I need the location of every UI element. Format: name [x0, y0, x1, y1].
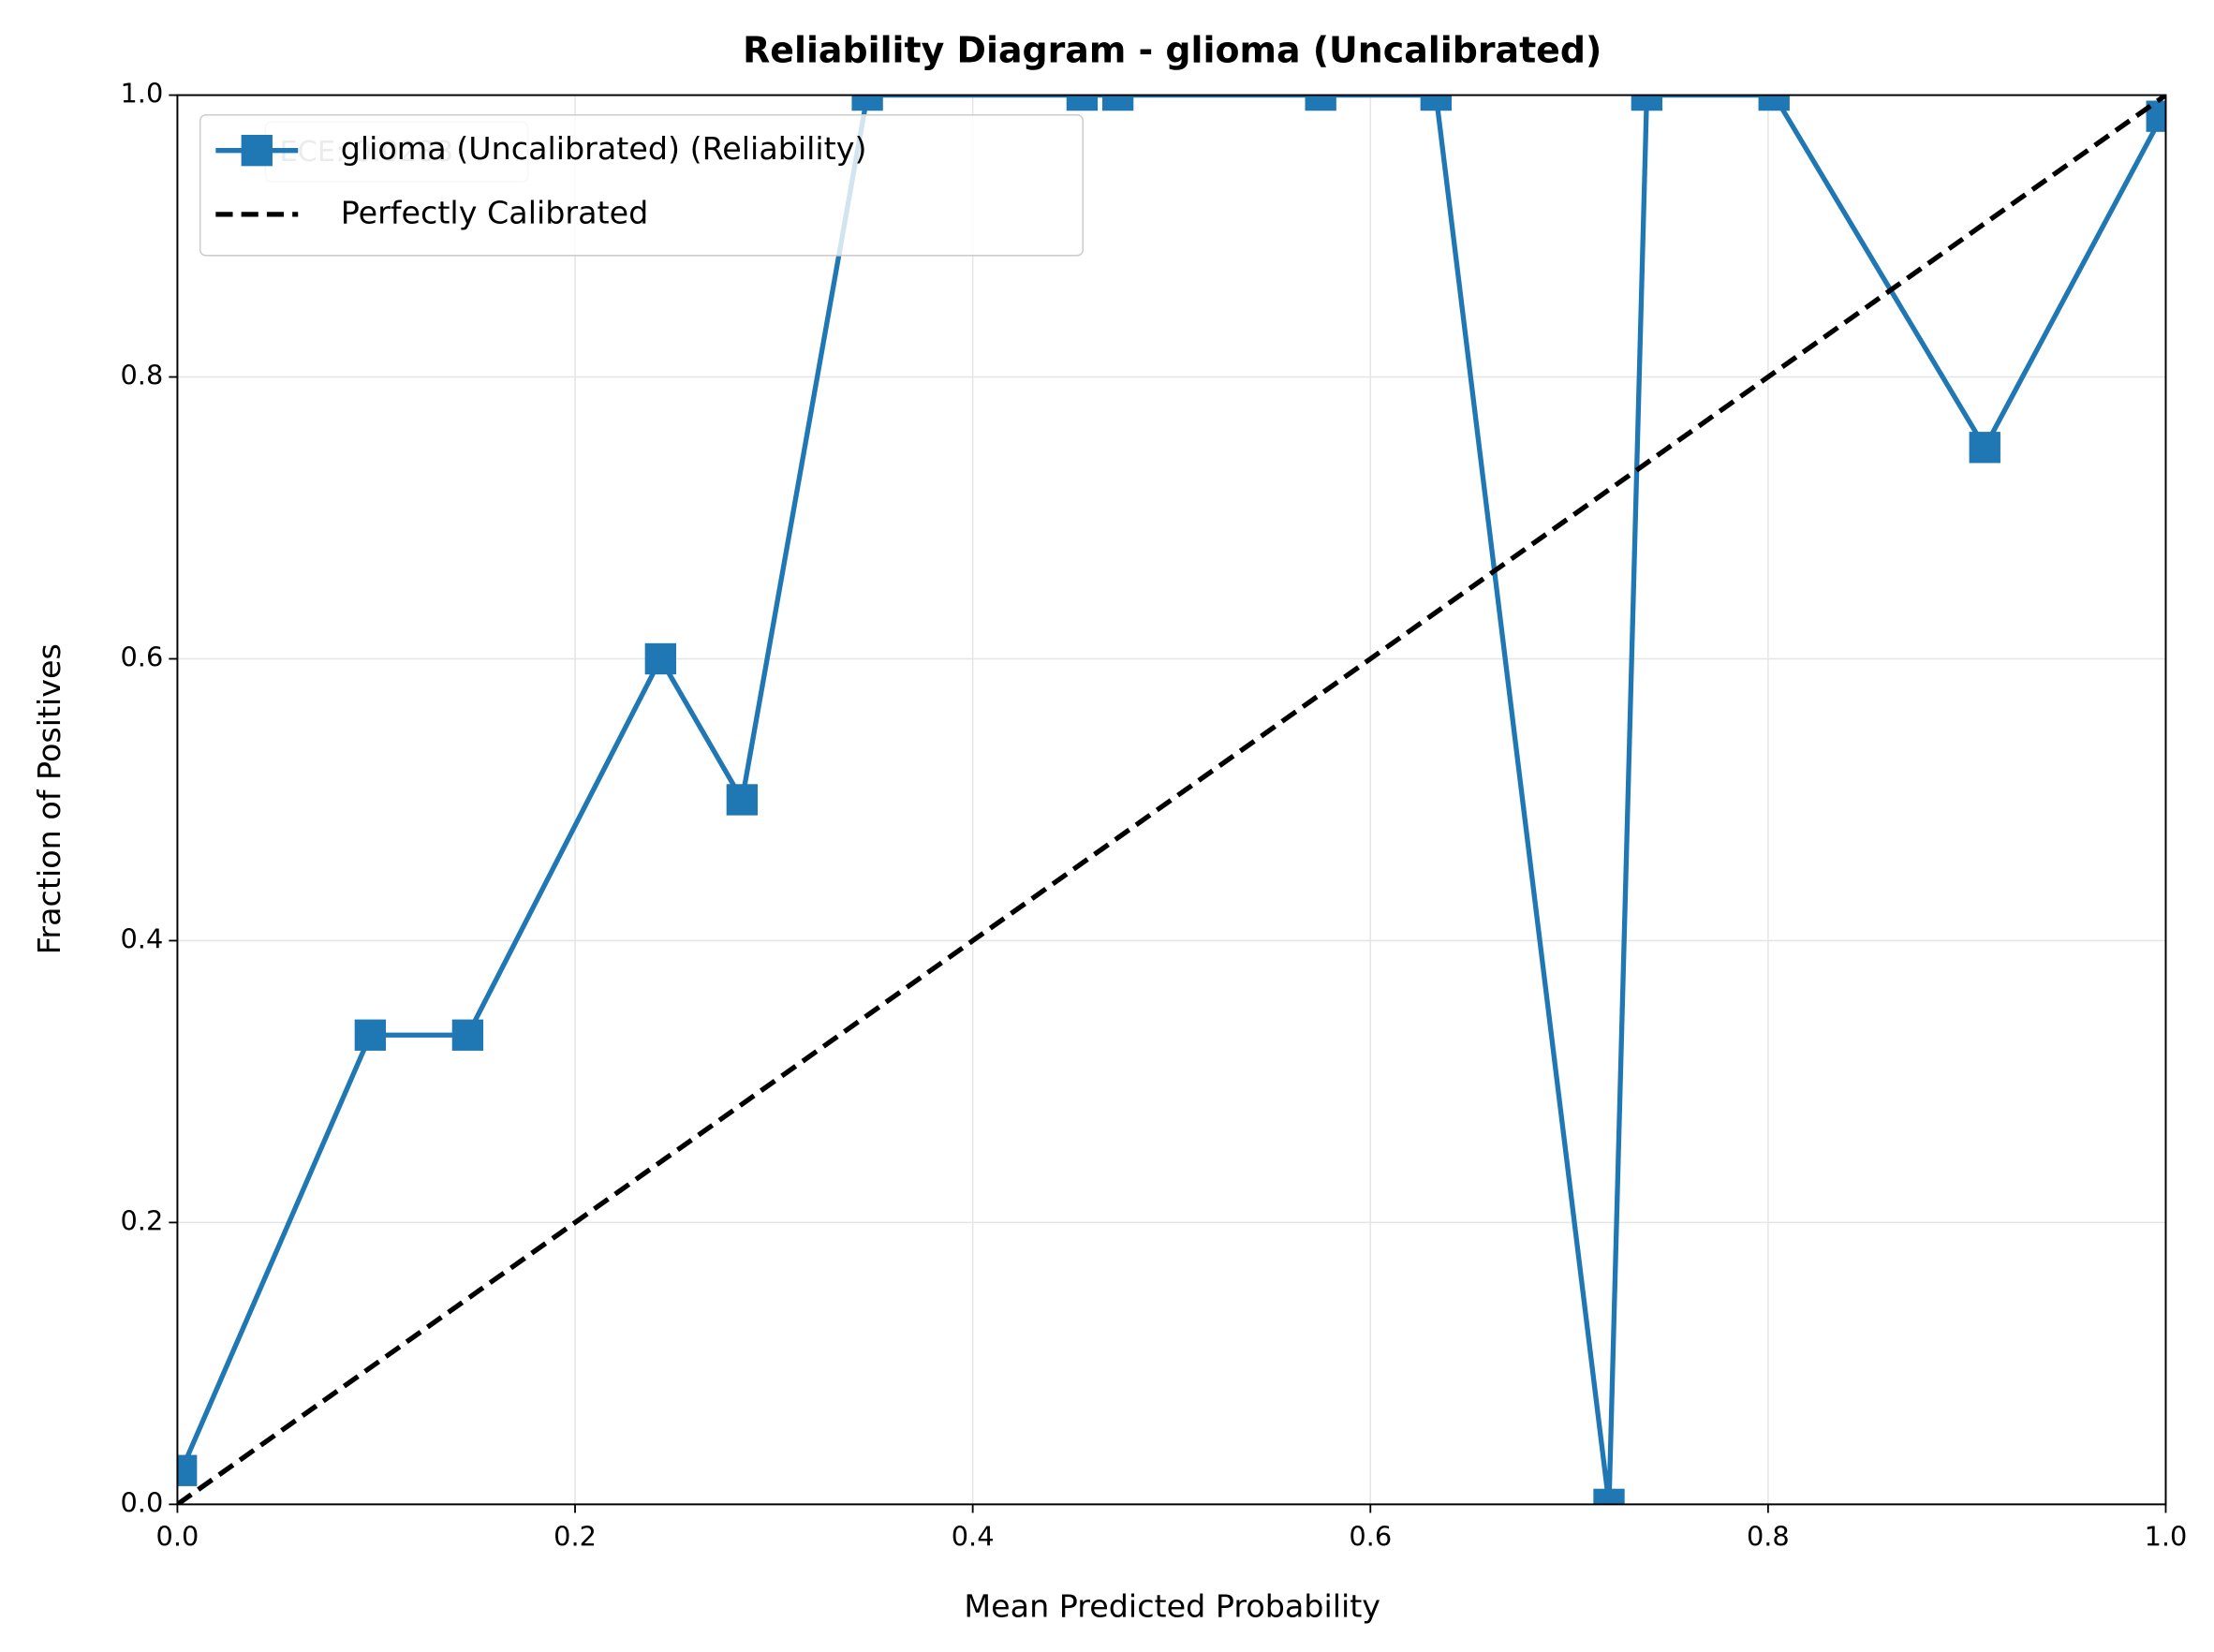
y-tick-label: 1.0 [120, 78, 163, 110]
x-tick-label: 1.0 [2145, 1521, 2188, 1553]
x-axis-label: Mean Predicted Probability [964, 1587, 1380, 1624]
data-point [1101, 95, 1134, 111]
legend-label: Perfectly Calibrated [341, 194, 649, 230]
series-line [177, 95, 2166, 1505]
legend-box [199, 114, 1084, 257]
x-tick-label: 0.0 [156, 1521, 199, 1553]
legend-label: glioma (Uncalibrated) (Reliability) [341, 130, 867, 167]
y-tick-label: 0.4 [120, 922, 163, 954]
y-tick-label: 0.8 [120, 360, 163, 391]
data-point [1420, 95, 1452, 111]
legend: ECE: 0.0288 glioma (Uncalibrated) (Relia… [199, 114, 1084, 257]
x-tick-label: 0.4 [952, 1521, 995, 1553]
chart-title: Reliability Diagram - glioma (Uncalibrat… [743, 30, 1601, 71]
y-tick-label: 0.6 [120, 641, 163, 672]
legend-marker [241, 135, 273, 167]
x-tick-label: 0.8 [1747, 1521, 1790, 1553]
data-point [1969, 432, 2000, 464]
axes-frame [176, 94, 2167, 1506]
series-line [179, 95, 2164, 1505]
data-point [1593, 1488, 1625, 1505]
y-tick-label: 0.0 [120, 1486, 163, 1518]
y-tick-label: 0.2 [120, 1204, 163, 1236]
x-tick-label: 0.6 [1349, 1521, 1392, 1553]
data-point [644, 642, 676, 675]
ticks: 0.0 0.2 0.4 0.6 0.8 1.0 0.0 0.2 0.4 0.6 0.8 1.0 [120, 78, 2187, 1553]
data-point [1631, 95, 1663, 111]
data-point [1066, 95, 1099, 111]
data-point [451, 1019, 484, 1051]
data-point [726, 784, 759, 816]
grid [176, 94, 2167, 1506]
data-point [1305, 95, 1336, 111]
plot-area [177, 95, 2166, 1505]
data-point [851, 95, 883, 111]
data-point [1758, 95, 1790, 111]
x-tick-label: 0.2 [554, 1521, 597, 1553]
y-axis-label: Fraction of Positives [31, 643, 67, 954]
data-point [177, 1454, 198, 1486]
data-point [354, 1019, 387, 1051]
